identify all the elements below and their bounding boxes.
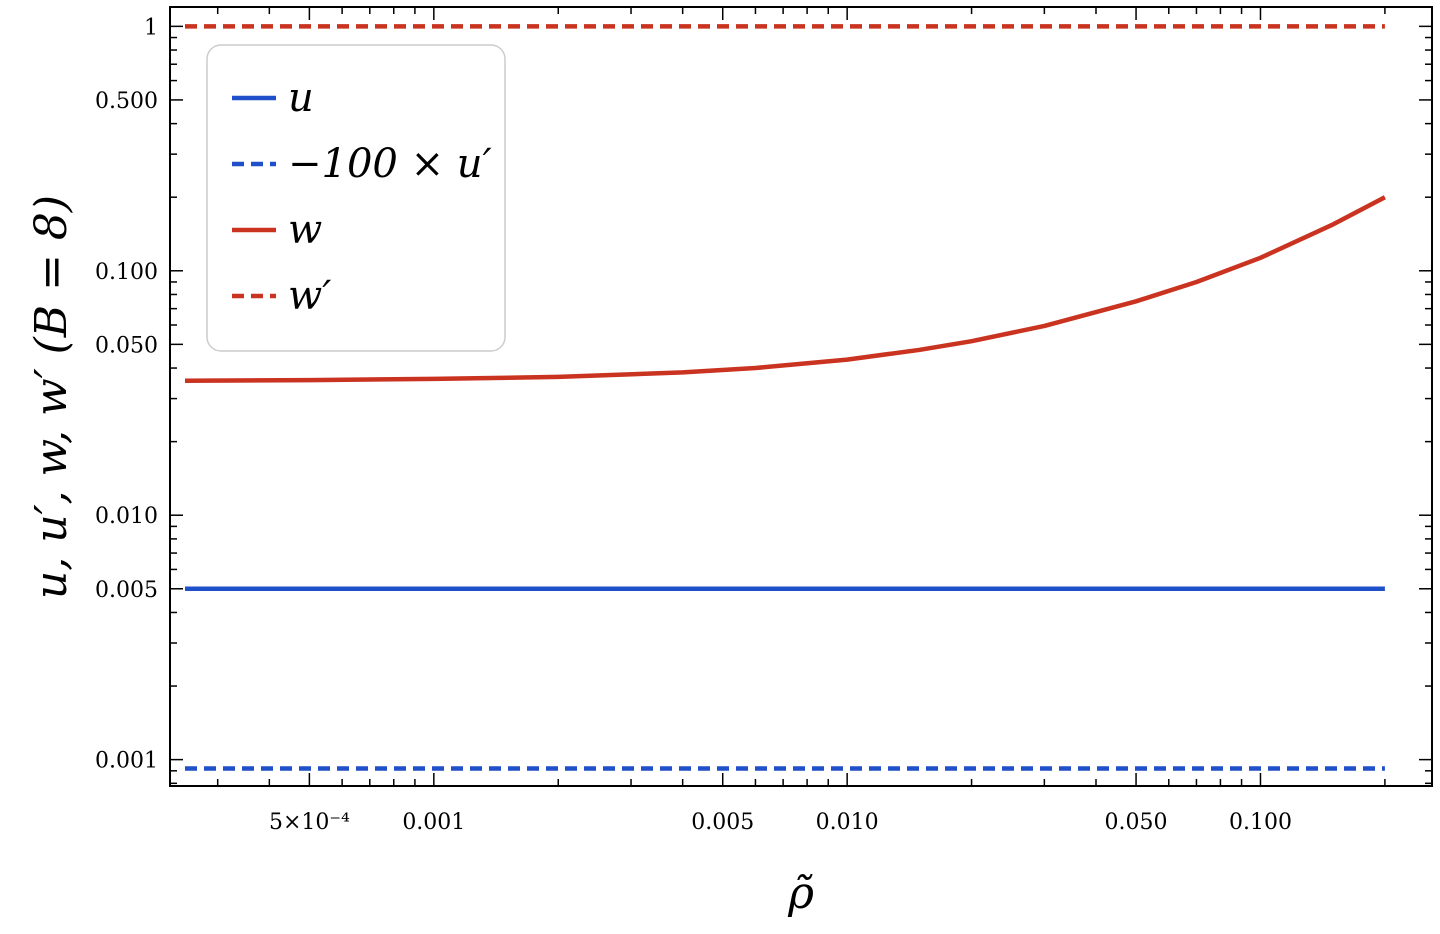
tick-labels: 5×10⁻⁴ 0.001 0.005 0.010 0.050 0.100 0.001 0.00… (95, 15, 1292, 835)
y-tick-label: 0.050 (95, 333, 158, 358)
legend-label: w′ (288, 273, 331, 319)
legend-box (206, 44, 506, 352)
x-tick-label: 5×10⁻⁴ (269, 810, 350, 835)
ticks (170, 7, 1432, 786)
y-tick-label: 0.005 (95, 578, 158, 603)
y-axis-title: u, u′, w, w′ (B = 8) (26, 195, 77, 599)
x-tick-label: 0.005 (691, 810, 754, 835)
y-tick-label: 0.100 (95, 260, 158, 285)
x-tick-label: 0.001 (402, 810, 465, 835)
y-tick-label: 0.500 (95, 89, 158, 114)
legend-label: −100 × u′ (288, 141, 492, 187)
plot-area-frame (169, 6, 1433, 787)
y-tick-label: 1 (144, 15, 158, 40)
legend-label: u (288, 75, 314, 121)
legend: u −100 × u′ w w′ (206, 44, 506, 352)
legend-label: w (288, 207, 322, 253)
y-tick-label: 0.010 (95, 504, 158, 529)
x-tick-label: 0.010 (816, 810, 879, 835)
x-tick-label: 0.100 (1229, 810, 1292, 835)
series-line-3 (184, 195, 1386, 383)
series-lines (184, 24, 1386, 771)
x-axis-title: ρ̃ (787, 868, 814, 919)
y-tick-label: 0.001 (95, 749, 158, 774)
x-tick-label: 0.050 (1105, 810, 1168, 835)
